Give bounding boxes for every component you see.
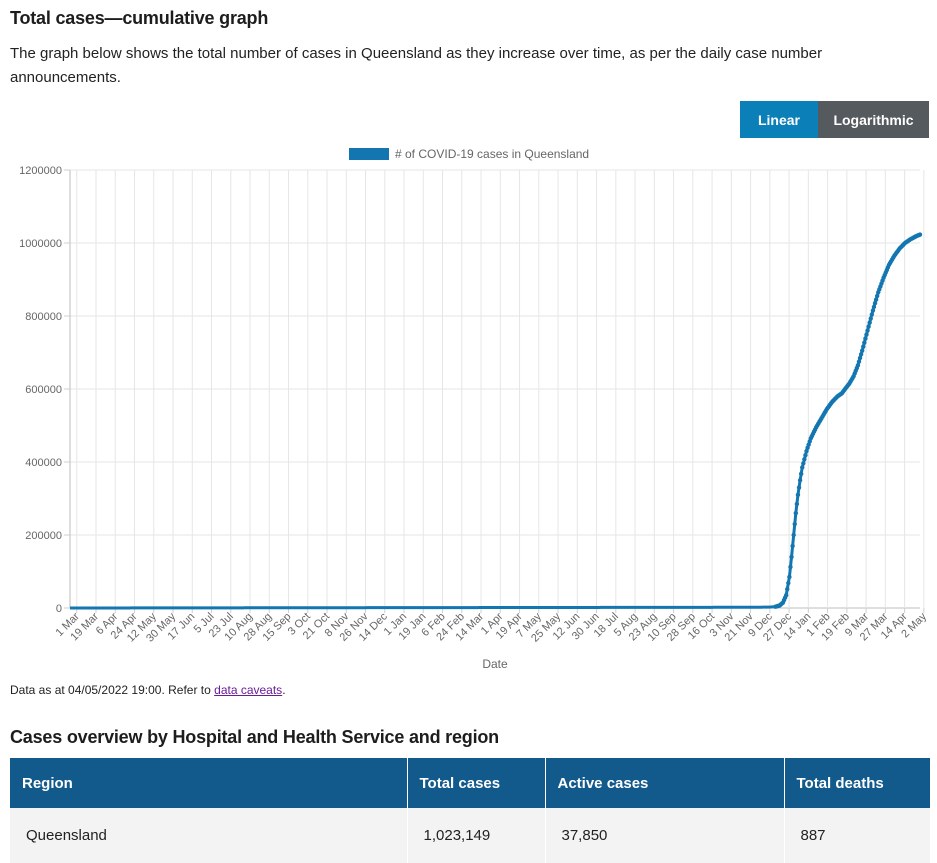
data-point[interactable]: [798, 471, 804, 477]
data-point[interactable]: [858, 352, 864, 357]
data-point[interactable]: [790, 543, 795, 549]
caption-suffix: .: [282, 683, 286, 697]
y-tick-label: 1200000: [19, 165, 62, 177]
y-tick-label: 400000: [25, 457, 62, 469]
data-caveats-link[interactable]: data caveats: [214, 683, 283, 697]
series-line: [70, 233, 921, 610]
table-title: Cases overview by Hospital and Health Se…: [10, 727, 499, 747]
header-active-cases: Active cases: [545, 758, 785, 808]
data-point[interactable]: [792, 521, 797, 527]
data-point[interactable]: [856, 359, 862, 364]
table-header-row: Region Total cases Active cases Total de…: [10, 758, 930, 808]
chart-grid: [69, 169, 925, 609]
cases-overview-table: Region Total cases Active cases Total de…: [10, 758, 930, 863]
y-axis-ticks: 1200000 1000000 800000 600000 400000 200000 0: [19, 165, 70, 615]
y-tick-label: 600000: [25, 384, 62, 396]
y-tick-label: 0: [56, 603, 62, 615]
data-point[interactable]: [873, 297, 879, 302]
data-point[interactable]: [794, 501, 800, 507]
cell-total-cases: 1,023,149: [407, 808, 546, 863]
cell-region: Queensland: [10, 808, 408, 863]
data-point[interactable]: [789, 554, 794, 560]
data-point[interactable]: [788, 564, 793, 570]
cumulative-cases-chart: 120000010000008000006000004000002000000 …: [19, 147, 929, 671]
data-point[interactable]: [861, 344, 866, 349]
data-point[interactable]: [862, 340, 867, 345]
data-point[interactable]: [869, 312, 875, 317]
data-point[interactable]: [791, 532, 796, 538]
data-point[interactable]: [868, 316, 873, 321]
data-point[interactable]: [867, 320, 872, 325]
data-point[interactable]: [785, 586, 790, 592]
data-point[interactable]: [793, 510, 799, 516]
y-tick-label: 800000: [25, 311, 62, 323]
data-point[interactable]: [855, 363, 861, 368]
caption-prefix: Data as at 04/05/2022 19:00. Refer to: [10, 683, 215, 697]
data-point[interactable]: [795, 492, 801, 498]
data-point[interactable]: [874, 293, 880, 299]
data-caption: Data as at 04/05/2022 19:00. Refer to da…: [10, 683, 286, 697]
data-point[interactable]: [787, 574, 792, 580]
header-total-cases: Total cases: [407, 758, 546, 808]
data-point[interactable]: [801, 461, 806, 466]
data-point[interactable]: [859, 348, 865, 353]
data-point[interactable]: [864, 332, 869, 337]
linear-button[interactable]: Linear: [740, 101, 818, 138]
x-axis-label: Date: [482, 657, 508, 671]
scale-toggle: Linear Logarithmic: [740, 101, 929, 138]
data-point[interactable]: [797, 478, 803, 483]
data-point[interactable]: [783, 593, 789, 598]
data-point[interactable]: [870, 308, 876, 313]
data-point[interactable]: [802, 457, 807, 462]
data-point[interactable]: [863, 336, 868, 341]
data-point[interactable]: [803, 452, 808, 458]
chart-legend[interactable]: # of COVID-19 cases in Queensland: [349, 147, 589, 161]
y-tick-label: 1000000: [19, 238, 62, 250]
header-region: Region: [10, 758, 408, 808]
data-point[interactable]: [872, 301, 878, 306]
header-total-deaths: Total deaths: [784, 758, 930, 808]
cell-active-cases: 37,850: [545, 808, 785, 863]
series-cases: [70, 232, 923, 610]
intro-text: The graph below shows the total number o…: [10, 45, 823, 86]
table-row: Queensland 1,023,149 37,850 887: [10, 808, 930, 863]
legend-label: # of COVID-19 cases in Queensland: [395, 147, 589, 161]
data-point[interactable]: [871, 304, 877, 310]
data-point[interactable]: [866, 324, 871, 329]
data-point[interactable]: [917, 232, 923, 237]
section-title: Total cases—cumulative graph: [10, 8, 269, 28]
data-point[interactable]: [857, 355, 863, 361]
legend-swatch: [349, 148, 389, 160]
data-point[interactable]: [786, 580, 791, 586]
cell-total-deaths: 887: [784, 808, 930, 863]
y-tick-label: 200000: [25, 530, 62, 542]
data-point[interactable]: [800, 465, 805, 470]
logarithmic-button[interactable]: Logarithmic: [818, 101, 929, 138]
data-point[interactable]: [865, 328, 870, 333]
data-point[interactable]: [796, 485, 802, 490]
